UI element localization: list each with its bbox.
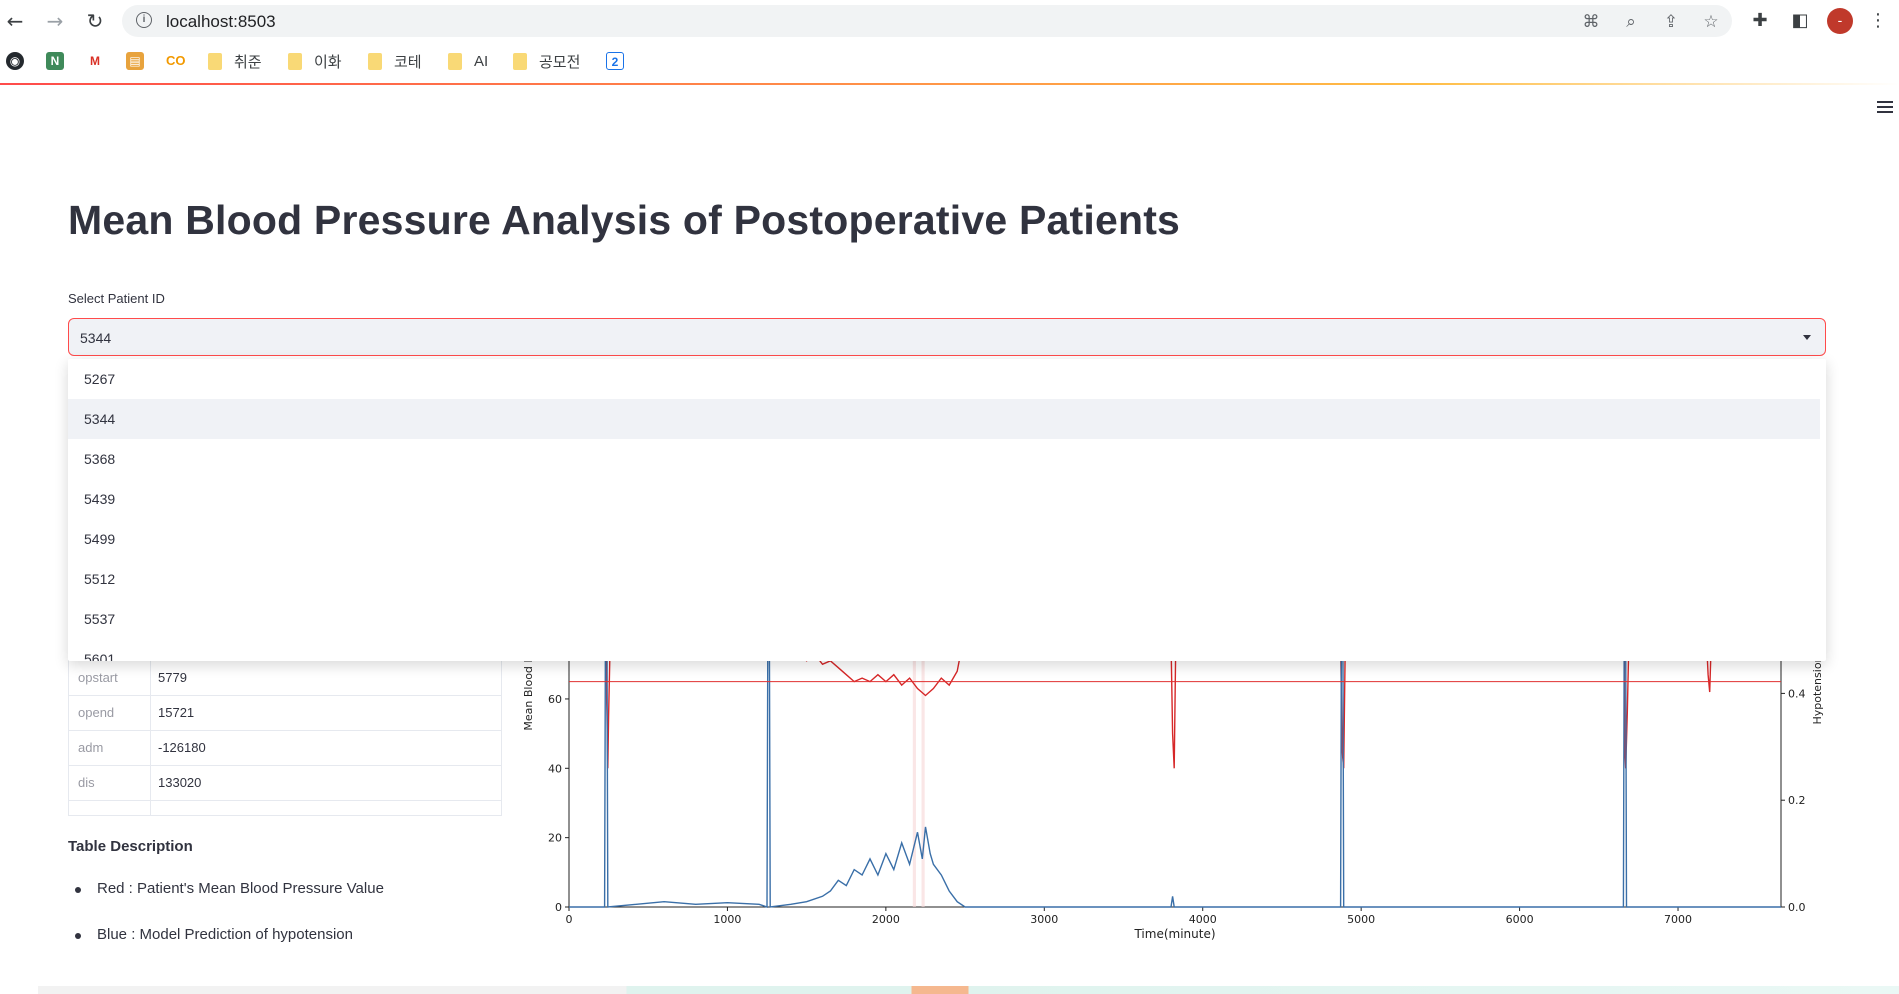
patient-id-select[interactable]: 5344 (68, 318, 1826, 356)
folder-icon (368, 52, 382, 70)
table-divider (150, 660, 151, 815)
translate-icon[interactable]: ⌘ (1582, 12, 1600, 32)
description-item: Blue : Model Prediction of hypotension (75, 926, 353, 943)
notion-n-icon[interactable]: N (46, 52, 64, 70)
y-tick-label: 0 (555, 901, 562, 914)
extensions-icon[interactable]: ✚ (1752, 10, 1768, 31)
dropdown-option-selected[interactable]: 5344 (68, 399, 1820, 439)
folder-icon (448, 52, 462, 70)
reload-icon[interactable]: ↻ (86, 9, 104, 33)
bookmark-folder[interactable]: 코테 (368, 50, 422, 72)
highlight-band (921, 640, 925, 907)
dropdown-option[interactable]: 5439 (84, 491, 116, 507)
description-item: Red : Patient's Mean Blood Pressure Valu… (75, 880, 384, 897)
y-tick-label: 20 (548, 832, 562, 845)
dropdown-option[interactable]: 5267 (84, 371, 116, 387)
y2-axis-label: Hypotension (1811, 655, 1824, 724)
y-axis-label: Mean Blood Pres (522, 640, 535, 731)
x-tick-label: 6000 (1506, 913, 1534, 926)
dropdown-option[interactable]: 5601 (84, 651, 116, 661)
patient-info-table: opstart 5779 opend 15721 adm -126180 dis… (68, 660, 502, 816)
site-info-icon[interactable]: i (136, 12, 152, 28)
x-tick-label: 2000 (872, 913, 900, 926)
table-row: opend 15721 (69, 695, 501, 731)
series-line-hypotension (569, 640, 1781, 908)
table-row: dis 133020 (69, 765, 501, 801)
zoom-icon[interactable]: ⌕ (1626, 12, 1636, 32)
chrome-menu-icon[interactable]: ⋮ (1869, 10, 1887, 31)
page-title: Mean Blood Pressure Analysis of Postoper… (68, 197, 1181, 243)
folder-icon (288, 52, 302, 70)
y2-tick-label: 0.0 (1788, 901, 1806, 914)
bookmarks-bar: ◉ N M ▤ CO 취준 이화 코테 AI 공모전 2 (0, 44, 1899, 78)
notebook-icon[interactable]: ▤ (126, 52, 144, 70)
url-text[interactable]: localhost:8503 (166, 12, 276, 31)
back-icon[interactable]: ← (6, 9, 24, 33)
side-panel-icon[interactable]: ◧ (1791, 10, 1809, 31)
table-row: opstart 5779 (69, 660, 501, 696)
chevron-down-icon[interactable] (1803, 335, 1811, 340)
x-axis-label: Time(minute) (1133, 927, 1215, 941)
share-icon[interactable]: ⇪ (1663, 12, 1679, 32)
profile-avatar[interactable]: - (1827, 8, 1853, 34)
dropdown-option[interactable]: 5537 (84, 611, 116, 627)
forward-icon[interactable]: → (46, 9, 64, 33)
y-tick-label: 40 (548, 762, 562, 775)
dropdown-option[interactable]: 5368 (84, 451, 116, 467)
address-bar[interactable]: i localhost:8503 ⌘ ⌕ ⇪ ☆ (122, 5, 1732, 37)
highlight-band (912, 640, 916, 907)
y-tick-label: 60 (548, 693, 562, 706)
selected-value: 5344 (80, 330, 112, 346)
x-tick-label: 0 (566, 913, 573, 926)
dropdown-option[interactable]: 5512 (84, 571, 116, 587)
description-title: Table Description (68, 838, 193, 855)
dropdown-option[interactable]: 5499 (84, 531, 116, 547)
bookmark-folder[interactable]: 취준 (208, 50, 262, 72)
x-tick-label: 7000 (1664, 913, 1692, 926)
hamburger-menu-icon[interactable] (1877, 101, 1893, 115)
select-label: Select Patient ID (68, 291, 165, 306)
bookmark-folder[interactable]: 공모전 (513, 50, 580, 72)
patient-id-dropdown[interactable]: 5267 5344 5368 5439 5499 5512 5537 5601 (68, 359, 1826, 661)
folder-icon (208, 52, 222, 70)
folder-icon (513, 52, 527, 70)
gmail-icon[interactable]: M (90, 54, 100, 68)
x-tick-label: 3000 (1030, 913, 1058, 926)
y2-tick-label: 0.2 (1788, 794, 1806, 807)
table-row: adm -126180 (69, 730, 501, 766)
x-tick-label: 1000 (713, 913, 741, 926)
x-tick-label: 4000 (1189, 913, 1217, 926)
x-tick-label: 5000 (1347, 913, 1375, 926)
chart-highlight-bands (912, 640, 925, 907)
blood-pressure-chart: 0 1000 2000 3000 4000 5000 6000 7000 0 20 40 60 0.0 0… (522, 640, 1824, 941)
browser-toolbar: ← → ↻ i localhost:8503 ⌘ ⌕ ⇪ ☆ ✚ ◧ - ⋮ (0, 0, 1899, 42)
bookmark-folder[interactable]: 이화 (288, 50, 342, 72)
bottom-taskbar-strip (0, 986, 1899, 994)
github-icon[interactable]: ◉ (6, 52, 24, 70)
bookmark-folder[interactable]: AI (448, 50, 488, 72)
colab-icon[interactable]: CO (166, 53, 186, 68)
chart-tick-labels: 0 1000 2000 3000 4000 5000 6000 7000 0 20 40 60 0.0 0… (548, 687, 1806, 926)
calendar-icon[interactable]: 2 (606, 52, 624, 70)
bookmark-star-icon[interactable]: ☆ (1703, 12, 1719, 32)
header-decoration (0, 83, 1899, 85)
y2-tick-label: 0.4 (1788, 687, 1806, 700)
